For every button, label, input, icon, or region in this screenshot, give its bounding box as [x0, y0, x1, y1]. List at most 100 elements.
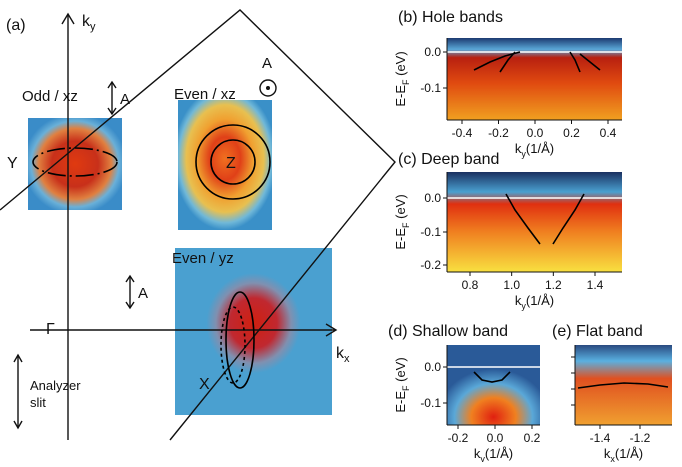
dispersion: [499, 51, 516, 73]
x-tick-label: -0.2: [448, 431, 469, 445]
label-sub: y: [480, 454, 485, 462]
axis-label: E-EF (eV): [393, 194, 411, 249]
polarization-label: A: [262, 55, 272, 72]
dispersion: [579, 53, 601, 71]
fermi-contour: [225, 291, 255, 389]
polarization-label: A: [120, 91, 130, 108]
arrow-head: [325, 323, 338, 337]
label-rest: (1/Å): [485, 446, 513, 461]
axis-label: kx(1/Å): [604, 446, 643, 462]
axis-label: E-EF (eV): [393, 51, 411, 106]
x-tick-label: 1.4: [587, 278, 604, 292]
brillouin-zone: [0, 9, 396, 441]
polarization-label: A: [138, 285, 148, 302]
x-tick-label: 0.0: [527, 126, 544, 140]
orbital-label: Odd / xz: [22, 88, 78, 105]
x-tick-label: 1.2: [545, 278, 562, 292]
analyzer-label: Analyzer: [30, 378, 81, 393]
label-sub: x: [610, 454, 615, 462]
x-tick-label: -0.2: [488, 126, 509, 140]
point-label: Γ: [46, 321, 55, 338]
label-main: k: [515, 141, 522, 156]
axis-label: kx: [336, 345, 350, 365]
point-label: X: [199, 376, 210, 393]
label-main: E-E: [393, 391, 408, 413]
x-tick-label: -0.4: [452, 126, 473, 140]
analyzer-label: slit: [30, 395, 46, 410]
arrow-head: [125, 301, 135, 310]
label-sub: F: [401, 79, 411, 85]
x-tick-label: 0.2: [524, 431, 541, 445]
fermi-contour: [210, 139, 256, 185]
axis-label: E-EF (eV): [393, 357, 411, 412]
label-rest: (1/Å): [615, 446, 643, 461]
arrow-head: [125, 274, 135, 283]
axis-label: ky(1/Å): [474, 446, 513, 462]
fermi-contour: [220, 306, 246, 384]
label-rest: (1/Å): [526, 141, 554, 156]
orbital-label: Even / yz: [172, 250, 234, 267]
x-tick-label: 0.4: [600, 126, 617, 140]
axis-label: ky(1/Å): [515, 141, 554, 159]
label-sub: F: [401, 222, 411, 228]
pol-dot: [266, 86, 270, 90]
heatmap-z: [178, 100, 272, 230]
label-rest: (eV): [393, 194, 408, 222]
arpes-image: [447, 38, 622, 120]
label-rest: (eV): [393, 51, 408, 79]
pol-out-of-plane: [259, 79, 277, 97]
arrow-head: [107, 80, 117, 89]
arrow-head: [107, 107, 117, 116]
x-tick-label: 1.0: [503, 278, 520, 292]
label-main: E-E: [393, 228, 408, 250]
dispersion: [569, 51, 581, 73]
point-label: Z: [226, 155, 236, 172]
axis-label: ky(1/Å): [515, 293, 554, 311]
x-tick-label: -1.4: [590, 431, 611, 445]
dispersion: [505, 193, 541, 245]
x-tick-label: 0.8: [462, 278, 479, 292]
heatmap-y: [28, 118, 122, 210]
y-tick-label: -0.1: [420, 396, 441, 410]
label-main: k: [474, 446, 481, 461]
y-tick-label: 0.0: [424, 360, 441, 374]
panel-title: (c) Deep band: [398, 151, 499, 168]
dispersion: [577, 382, 669, 389]
label-sub: y: [521, 301, 526, 311]
arrow-head: [61, 12, 75, 25]
label-rest: (eV): [393, 357, 408, 385]
y-tick-label: 0.0: [424, 191, 441, 205]
orbital-label: Even / xz: [174, 86, 236, 103]
y-tick-label: -0.2: [420, 258, 441, 272]
label-sub: y: [521, 149, 526, 159]
label-main: k: [515, 293, 522, 308]
label-main: E-E: [393, 85, 408, 107]
panel-title: (d) Shallow band: [388, 323, 508, 340]
fermi-contour: [195, 124, 271, 200]
dispersion: [552, 193, 585, 245]
arrow-head: [13, 420, 23, 430]
panel-title: (b) Hole bands: [398, 9, 503, 26]
label-sub: F: [401, 385, 411, 391]
label-sub: y: [90, 21, 96, 33]
arpes-image: [447, 172, 622, 272]
y-tick-label: -0.1: [420, 225, 441, 239]
label-sub: x: [344, 353, 350, 365]
y-tick-label: -0.1: [420, 81, 441, 95]
arrow-head: [13, 353, 23, 363]
panel-title: (e) Flat band: [552, 323, 643, 340]
point-label: Y: [7, 155, 18, 172]
dispersion: [473, 371, 511, 383]
label-rest: (1/Å): [526, 293, 554, 308]
y-tick-label: 0.0: [424, 45, 441, 59]
x-tick-label: 0.0: [487, 431, 504, 445]
arpes-image: [447, 345, 540, 425]
label-main: k: [82, 13, 91, 30]
panel-label: (a): [6, 17, 26, 34]
x-tick-label: 0.2: [563, 126, 580, 140]
fermi-contour: [32, 147, 118, 177]
axis-label: ky: [82, 13, 96, 33]
label-main: k: [336, 345, 345, 362]
label-main: k: [604, 446, 611, 461]
